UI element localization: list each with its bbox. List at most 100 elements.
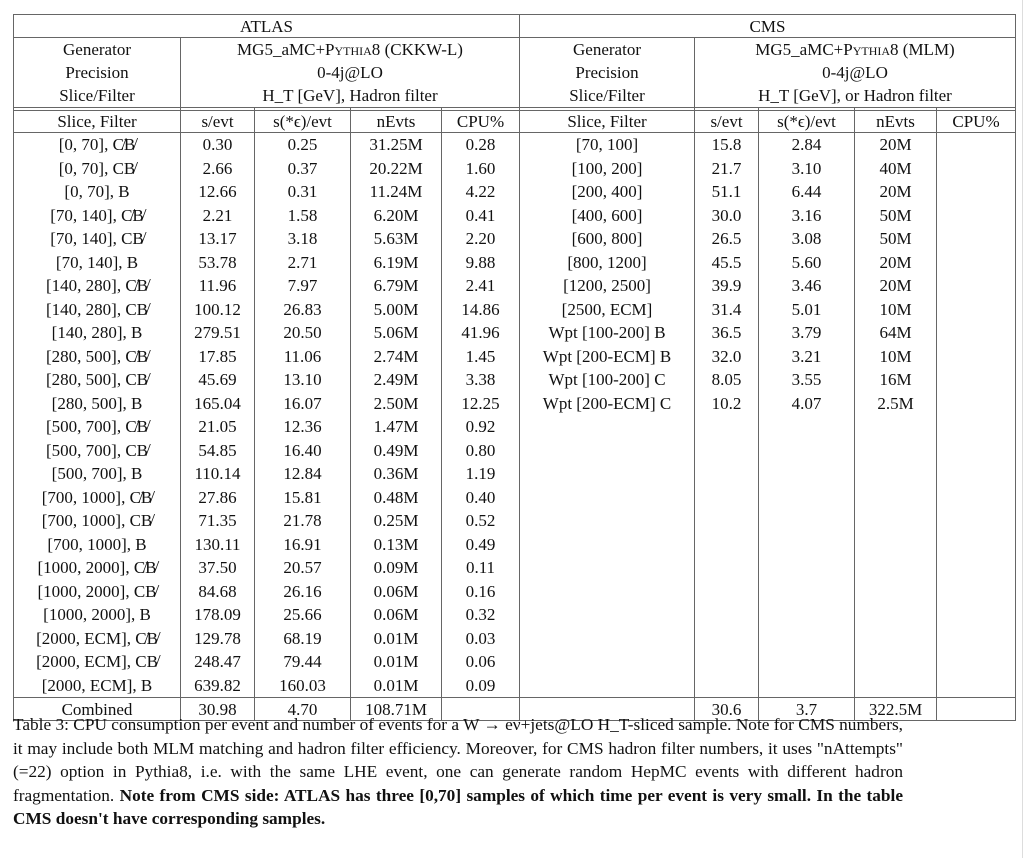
cms-cell bbox=[519, 438, 695, 462]
atlas-cell: [140, 280], CB̸ bbox=[13, 297, 181, 321]
table-row: [500, 700], CB̸ 54.85 16.40 0.49M 0.80 bbox=[13, 438, 1016, 462]
cms-cell: Wpt [100-200] C bbox=[519, 368, 695, 392]
cms-cell: 3.10 bbox=[758, 156, 855, 180]
table-row: [70, 140], B 53.78 2.71 6.19M 9.88 [800, 1200… bbox=[13, 250, 1016, 274]
atlas-cell: 0.25M bbox=[350, 509, 442, 533]
cms-cell: Wpt [200-ECM] C bbox=[519, 391, 695, 415]
cms-cell bbox=[936, 438, 1016, 462]
cms-cell bbox=[936, 391, 1016, 415]
cms-cell: 36.5 bbox=[694, 321, 759, 345]
atlas-cell: 16.91 bbox=[254, 532, 351, 556]
cms-cell bbox=[854, 673, 937, 698]
table-row: [700, 1000], C̸B̸ 27.86 15.81 0.48M 0.40 bbox=[13, 485, 1016, 509]
scrollbar[interactable] bbox=[1022, 0, 1023, 858]
atlas-cell: 1.47M bbox=[350, 415, 442, 439]
cms-cell bbox=[519, 626, 695, 650]
atlas-cell: 0.16 bbox=[441, 579, 520, 603]
atlas-cell: [70, 140], C̸B̸ bbox=[13, 203, 181, 227]
cms-cell bbox=[936, 368, 1016, 392]
atlas-cell: 0.01M bbox=[350, 626, 442, 650]
atlas-cell: 0.13M bbox=[350, 532, 442, 556]
cms-cell: 15.8 bbox=[694, 132, 759, 157]
cpu-consumption-table: ATLAS CMS Generator MG5_aMC+Pythia8 (CKKW-L… bbox=[13, 14, 1016, 721]
cms-meta-label: Precision bbox=[519, 61, 695, 84]
atlas-title: ATLAS bbox=[13, 14, 520, 38]
atlas-cell: 0.25 bbox=[254, 132, 351, 157]
atlas-cell: 0.41 bbox=[441, 203, 520, 227]
cms-cell: [100, 200] bbox=[519, 156, 695, 180]
atlas-cell: 14.86 bbox=[441, 297, 520, 321]
table-row: [2000, ECM], CB̸ 248.47 79.44 0.01M 0.06 bbox=[13, 650, 1016, 674]
atlas-cell: [500, 700], CB̸ bbox=[13, 438, 181, 462]
atlas-cell: 12.84 bbox=[254, 462, 351, 486]
table-row: [0, 70], C̸B̸ 0.30 0.25 31.25M 0.28 [70, 100]… bbox=[13, 132, 1016, 157]
atlas-cell: 11.06 bbox=[254, 344, 351, 368]
cms-cell: [1200, 2500] bbox=[519, 274, 695, 298]
atlas-cell: [700, 1000], C̸B̸ bbox=[13, 485, 181, 509]
atlas-cell: 5.63M bbox=[350, 227, 442, 251]
atlas-cell: [280, 500], CB̸ bbox=[13, 368, 181, 392]
atlas-cell: 2.66 bbox=[180, 156, 255, 180]
table-row: [1000, 2000], B 178.09 25.66 0.06M 0.32 bbox=[13, 603, 1016, 627]
table-caption: Table 3: CPU consumption per event and n… bbox=[13, 713, 903, 831]
cms-cell: 8.05 bbox=[694, 368, 759, 392]
atlas-cell: 20.22M bbox=[350, 156, 442, 180]
cms-meta-value: 0-4j@LO bbox=[694, 61, 1016, 84]
cms-cell bbox=[854, 509, 937, 533]
cms-cell: 40M bbox=[854, 156, 937, 180]
atlas-cell: 248.47 bbox=[180, 650, 255, 674]
cms-cell: 3.21 bbox=[758, 344, 855, 368]
table-row: [280, 500], B 165.04 16.07 2.50M 12.25 Wpt [2… bbox=[13, 391, 1016, 415]
table-row: [280, 500], CB̸ 45.69 13.10 2.49M 3.38 Wpt [1… bbox=[13, 368, 1016, 392]
atlas-cell: 0.30 bbox=[180, 132, 255, 157]
atlas-cell: 25.66 bbox=[254, 603, 351, 627]
atlas-cell: 1.19 bbox=[441, 462, 520, 486]
cms-cell: 6.44 bbox=[758, 180, 855, 204]
atlas-combined-cell: 30.98 bbox=[180, 697, 255, 721]
cms-combined-cell: 322.5M bbox=[854, 697, 937, 721]
atlas-column-header: Slice, Filter bbox=[13, 110, 181, 133]
atlas-cell: 0.28 bbox=[441, 132, 520, 157]
atlas-cell: 4.22 bbox=[441, 180, 520, 204]
atlas-cell: 0.32 bbox=[441, 603, 520, 627]
atlas-cell: 0.01M bbox=[350, 650, 442, 674]
cms-cell bbox=[854, 462, 937, 486]
atlas-cell: 79.44 bbox=[254, 650, 351, 674]
atlas-cell: 0.03 bbox=[441, 626, 520, 650]
atlas-cell: 0.31 bbox=[254, 180, 351, 204]
section-title-row: ATLAS CMS bbox=[13, 14, 1016, 38]
caption-note: Note from CMS side: ATLAS has three [0,7… bbox=[13, 785, 903, 829]
atlas-combined-cell: 108.71M bbox=[350, 697, 442, 721]
atlas-cell: 11.96 bbox=[180, 274, 255, 298]
table-row: [500, 700], B 110.14 12.84 0.36M 1.19 bbox=[13, 462, 1016, 486]
cms-cell bbox=[694, 626, 759, 650]
cms-cell: 64M bbox=[854, 321, 937, 345]
cms-cell: 21.7 bbox=[694, 156, 759, 180]
atlas-column-header: s(*ϵ)/evt bbox=[254, 110, 351, 133]
atlas-cell: 2.20 bbox=[441, 227, 520, 251]
table-row: [140, 280], B 279.51 20.50 5.06M 41.96 Wpt [1… bbox=[13, 321, 1016, 345]
table-row: [2000, ECM], B 639.82 160.03 0.01M 0.09 bbox=[13, 673, 1016, 698]
atlas-cell: 0.92 bbox=[441, 415, 520, 439]
cms-cell bbox=[519, 603, 695, 627]
cms-cell bbox=[758, 438, 855, 462]
cms-column-header: nEvts bbox=[854, 110, 937, 133]
table-row: [500, 700], C̸B̸ 21.05 12.36 1.47M 0.92 bbox=[13, 415, 1016, 439]
cms-cell: Wpt [100-200] B bbox=[519, 321, 695, 345]
table-row: [2000, ECM], C̸B̸ 129.78 68.19 0.01M 0.03 bbox=[13, 626, 1016, 650]
atlas-cell: [2000, ECM], C̸B̸ bbox=[13, 626, 181, 650]
cms-cell bbox=[694, 462, 759, 486]
atlas-cell: 2.49M bbox=[350, 368, 442, 392]
atlas-cell: 0.09 bbox=[441, 673, 520, 698]
atlas-cell: 9.88 bbox=[441, 250, 520, 274]
cms-cell bbox=[758, 673, 855, 698]
cms-cell bbox=[694, 579, 759, 603]
atlas-cell: 71.35 bbox=[180, 509, 255, 533]
atlas-cell: 3.38 bbox=[441, 368, 520, 392]
cms-cell: 16M bbox=[854, 368, 937, 392]
cms-cell: 20M bbox=[854, 132, 937, 157]
atlas-cell: 2.71 bbox=[254, 250, 351, 274]
atlas-cell: 0.09M bbox=[350, 556, 442, 580]
atlas-column-header: CPU% bbox=[441, 110, 520, 133]
cms-cell: [2500, ECM] bbox=[519, 297, 695, 321]
